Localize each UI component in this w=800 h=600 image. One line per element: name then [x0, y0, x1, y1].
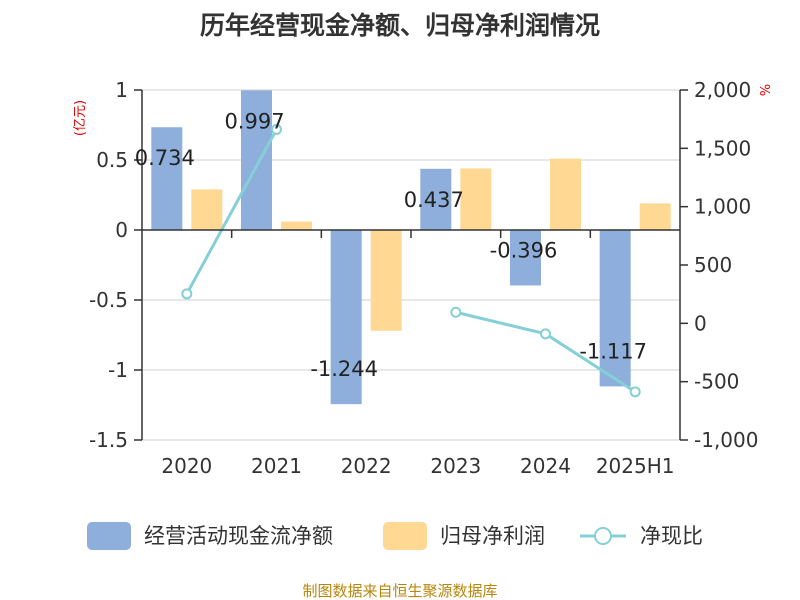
cash-flow-bar	[420, 168, 452, 230]
data-label: -1.117	[579, 339, 647, 363]
net-profit-bar	[281, 221, 312, 230]
x-tick-label: 2020	[161, 454, 212, 478]
x-tick-label: 2025H1	[596, 454, 675, 478]
left-tick-label: -1	[108, 358, 128, 382]
bars	[151, 90, 671, 405]
right-tick-label: 0	[694, 311, 707, 335]
net-profit-bar	[460, 168, 492, 230]
left-tick-label: 1	[115, 78, 128, 102]
cash-flow-bar	[151, 127, 183, 230]
data-label: -0.396	[490, 238, 558, 262]
left-axis-unit: (亿元)	[73, 100, 88, 136]
right-tick-label: -1,000	[694, 428, 758, 452]
x-tick-label: 2021	[251, 454, 302, 478]
right-tick-label: 1,000	[694, 195, 751, 219]
grid	[142, 89, 680, 441]
net-profit-bar	[191, 189, 223, 230]
left-tick-label: 0	[115, 218, 128, 242]
legend-swatch-cash-flow	[87, 522, 131, 550]
data-label: 0.734	[135, 146, 195, 170]
legend-label: 净现比	[640, 524, 703, 548]
legend-label: 经营活动现金流净额	[144, 524, 333, 548]
axes: 1 0.5 0 -0.5 -1 -1.5 (亿元) 2,000 1,500 1,000 500 0 -5…	[73, 78, 771, 478]
x-tick-label: 2024	[520, 454, 571, 478]
right-tick-label: -500	[694, 370, 739, 394]
legend: 经营活动现金流净额 归母净利润 净现比	[87, 522, 703, 550]
ratio-point	[450, 306, 462, 318]
ratio-point	[181, 288, 193, 300]
cash-flow-bar	[241, 90, 272, 230]
cash-flow-bar	[330, 230, 362, 405]
right-tick-label: 2,000	[694, 78, 751, 102]
data-label: 0.437	[404, 188, 464, 212]
ratio-point	[540, 328, 551, 340]
left-tick-label: 0.5	[96, 148, 128, 172]
ratio-line-segment	[185, 128, 278, 295]
left-tick-label: -0.5	[89, 288, 128, 312]
ratio-point	[629, 386, 641, 398]
source-note: 制图数据来自恒生聚源数据库	[302, 582, 497, 600]
cash-flow-bar	[510, 230, 541, 286]
left-tick-label: -1.5	[89, 428, 128, 452]
data-label: 0.997	[224, 109, 284, 133]
right-tick-label: 1,500	[694, 136, 751, 160]
x-tick-label: 2022	[341, 454, 392, 478]
data-label: -1.244	[310, 357, 378, 381]
chart-title: 历年经营现金净额、归母净利润情况	[200, 11, 600, 40]
legend-label: 归母净利润	[440, 524, 545, 548]
legend-marker-ratio	[594, 527, 612, 545]
ratio-point	[271, 123, 282, 135]
right-axis-unit: %	[756, 84, 771, 96]
x-tick-label: 2023	[430, 454, 481, 478]
net-profit-bar	[550, 158, 581, 230]
legend-swatch-net-profit	[383, 522, 427, 550]
right-tick-label: 500	[694, 253, 732, 277]
ratio-line	[181, 123, 641, 398]
data-labels: 0.734 0.997 -1.244 0.437 -0.396 -1.117	[135, 109, 647, 381]
net-profit-bar	[370, 230, 402, 331]
net-profit-bar	[639, 203, 671, 230]
cash-flow-bar	[599, 230, 631, 387]
